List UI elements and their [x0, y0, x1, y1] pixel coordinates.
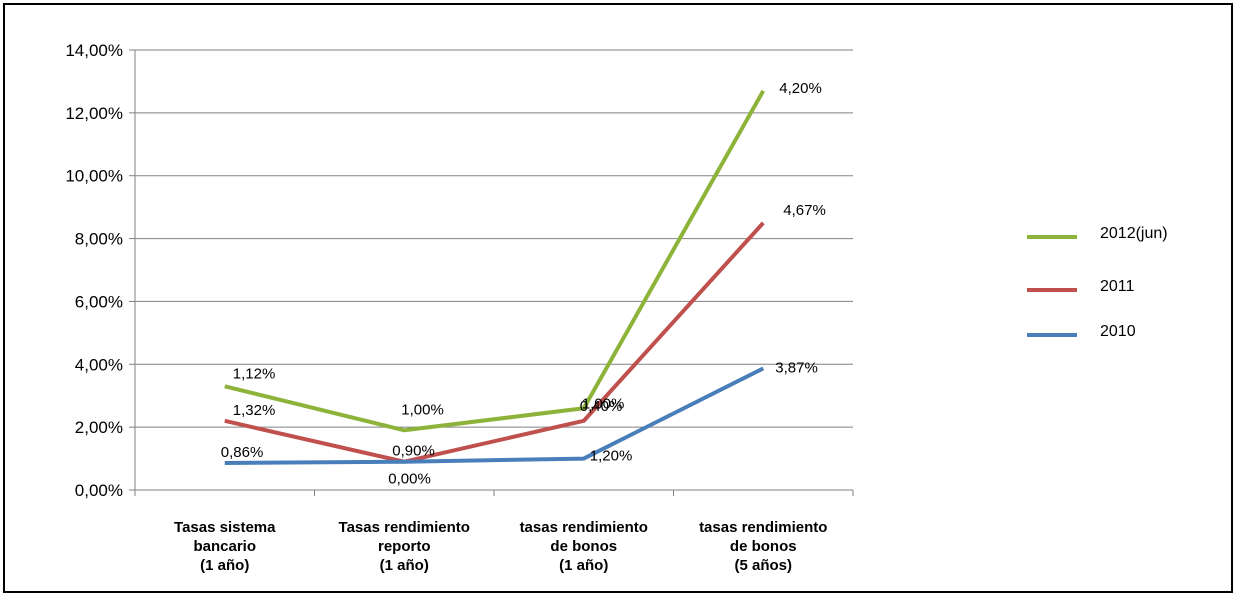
chart-frame: 0,00% 2,00% 4,00% 6,00% 8,00% 10,00% 12,00% 14,…	[3, 3, 1233, 593]
x-category-label-line: bancario	[193, 538, 256, 555]
data-label: 0,86%	[221, 444, 264, 461]
x-category-label-line: de bonos	[550, 538, 617, 555]
x-category-label-line: Tasas rendimiento	[339, 519, 470, 536]
y-tick-label: 4,00%	[75, 355, 123, 374]
data-label: 0,00%	[388, 471, 431, 488]
legend-label: 2011	[1100, 278, 1135, 295]
data-label: 4,67%	[783, 202, 826, 219]
x-category-label: Tasas sistema bancario (1 año)	[174, 519, 276, 574]
x-category-label-line: (5 años)	[734, 557, 792, 574]
x-category-label-line: reporto	[378, 538, 431, 555]
y-tick-label: 12,00%	[65, 104, 123, 123]
y-tick-label: 10,00%	[65, 167, 123, 186]
x-axis-categories: Tasas sistema bancario (1 año)Tasas rendim…	[174, 519, 827, 574]
data-label: 0,40%	[580, 398, 623, 415]
y-tick-label: 8,00%	[75, 230, 123, 249]
legend-label: 2010	[1100, 323, 1136, 340]
legend-label: 2012(jun)	[1100, 225, 1168, 242]
y-tick-label: 14,00%	[65, 41, 123, 60]
x-category-label: tasas rendimiento de bonos (1 año)	[520, 519, 648, 574]
series-lines	[225, 91, 764, 463]
x-category-label-line: (1 año)	[380, 557, 429, 574]
data-label: 0,90%	[392, 443, 435, 460]
data-label: 1,32%	[233, 402, 276, 419]
y-tick-label: 2,00%	[75, 418, 123, 437]
y-tick-label: 0,00%	[75, 481, 123, 500]
series-line	[225, 91, 764, 430]
x-category-label-line: de bonos	[730, 538, 797, 555]
x-category-label-line: tasas rendimiento	[699, 519, 827, 536]
series-line	[225, 368, 764, 463]
x-category-label-line: (1 año)	[200, 557, 249, 574]
x-category-label-line: tasas rendimiento	[520, 519, 648, 536]
x-category-label-line: Tasas sistema	[174, 519, 276, 536]
y-axis-ticks: 0,00% 2,00% 4,00% 6,00% 8,00% 10,00% 12,00% 14,…	[65, 41, 123, 500]
data-label: 3,87%	[775, 359, 818, 376]
data-label: 4,20%	[779, 80, 822, 97]
y-tick-label: 6,00%	[75, 292, 123, 311]
data-label: 1,20%	[590, 448, 633, 465]
x-category-label-line: (1 año)	[559, 557, 608, 574]
x-category-label: tasas rendimiento de bonos (5 años)	[699, 519, 827, 574]
data-label: 1,00%	[401, 401, 444, 418]
x-category-label: Tasas rendimiento reporto (1 año)	[339, 519, 470, 574]
data-label: 1,12%	[233, 365, 276, 382]
axes	[129, 50, 853, 496]
series-line	[225, 223, 764, 462]
line-chart: 0,00% 2,00% 4,00% 6,00% 8,00% 10,00% 12,00% 14,…	[5, 5, 1231, 591]
legend: 2012(jun) 2011 2010	[1027, 225, 1168, 340]
